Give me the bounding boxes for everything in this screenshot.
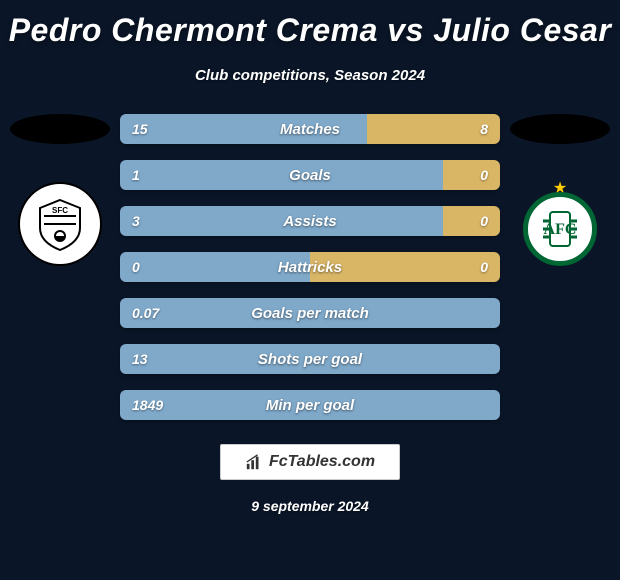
stat-left-value: 13 <box>132 351 148 367</box>
player-right-silhouette <box>510 114 610 144</box>
stat-right-value: 0 <box>480 259 488 275</box>
stat-left-value: 1849 <box>132 397 163 413</box>
stat-right-value: 0 <box>480 167 488 183</box>
stat-bar-right <box>443 206 500 236</box>
club-badge-right: ★ AFC <box>518 182 602 266</box>
stat-label: Matches <box>280 121 340 138</box>
stat-bar-right <box>443 160 500 190</box>
stat-left-value: 0.07 <box>132 305 159 321</box>
stat-label: Goals <box>289 167 331 184</box>
stat-label: Shots per goal <box>258 351 362 368</box>
stat-row: 15 Matches 8 <box>120 114 500 144</box>
stat-label: Min per goal <box>266 397 354 414</box>
brand-text: FcTables.com <box>269 453 375 471</box>
footer-date: 9 september 2024 <box>0 498 620 514</box>
svg-text:SFC: SFC <box>52 206 68 215</box>
player-left-silhouette <box>10 114 110 144</box>
chart-icon <box>245 453 263 471</box>
comparison-area: SFC 15 Matches 8 1 Goals 0 3 Assists 0 0 Hattricks… <box>0 84 620 420</box>
stat-right-value: 8 <box>480 121 488 137</box>
stat-left-value: 3 <box>132 213 140 229</box>
stat-row: 1 Goals 0 <box>120 160 500 190</box>
stat-bar-left <box>120 206 443 236</box>
stat-row: 13 Shots per goal <box>120 344 500 374</box>
svg-text:AFC: AFC <box>544 221 577 238</box>
stat-row: 0 Hattricks 0 <box>120 252 500 282</box>
stat-label: Hattricks <box>278 259 342 276</box>
stat-label: Assists <box>283 213 336 230</box>
stat-left-value: 15 <box>132 121 148 137</box>
brand-logo: FcTables.com <box>220 444 400 480</box>
stat-row: 0.07 Goals per match <box>120 298 500 328</box>
stat-row: 3 Assists 0 <box>120 206 500 236</box>
stat-right-value: 0 <box>480 213 488 229</box>
page-title: Pedro Chermont Crema vs Julio Cesar <box>0 0 620 49</box>
stat-label: Goals per match <box>251 305 369 322</box>
stat-left-value: 1 <box>132 167 140 183</box>
player-right-column: ★ AFC <box>508 114 612 266</box>
santos-crest-icon: SFC <box>30 194 90 254</box>
stat-bar-left <box>120 160 443 190</box>
stats-column: 15 Matches 8 1 Goals 0 3 Assists 0 0 Hattricks 0 0.0… <box>112 114 508 420</box>
america-crest-icon: AFC <box>535 204 585 254</box>
player-left-column: SFC <box>8 114 112 266</box>
stat-row: 1849 Min per goal <box>120 390 500 420</box>
club-badge-left: SFC <box>18 182 102 266</box>
page-subtitle: Club competitions, Season 2024 <box>0 67 620 84</box>
stat-left-value: 0 <box>132 259 140 275</box>
